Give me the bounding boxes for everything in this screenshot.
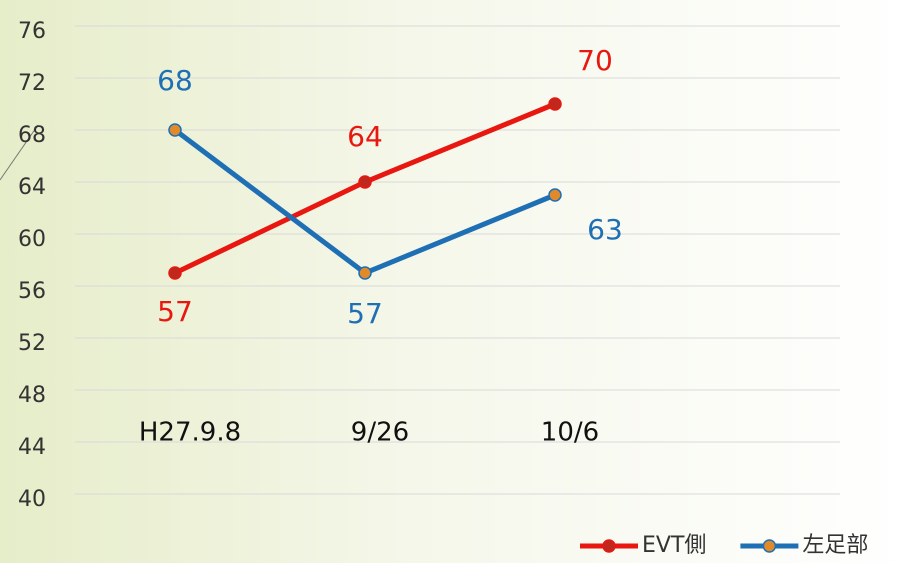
legend-marker [602, 539, 616, 553]
data-label: 70 [577, 44, 613, 77]
data-label: 57 [347, 297, 383, 330]
point [168, 266, 182, 280]
data-label: 64 [347, 120, 383, 153]
point [548, 188, 562, 202]
x-tick-label: H27.9.8 [139, 418, 241, 448]
y-tick-label: 44 [18, 435, 46, 460]
point [168, 123, 182, 137]
y-tick-label: 72 [18, 71, 46, 96]
data-label: 63 [587, 213, 623, 246]
point [358, 175, 372, 189]
point [358, 266, 372, 280]
x-tick-label: 10/6 [541, 418, 599, 448]
y-tick-label: 60 [18, 227, 46, 252]
y-tick-label: 40 [18, 487, 46, 512]
decoration [0, 124, 39, 181]
data-label: 57 [157, 295, 193, 328]
y-tick-label: 56 [18, 279, 46, 304]
y-tick-label: 76 [18, 19, 46, 44]
legend-marker [762, 539, 777, 553]
x-tick-label: 9/26 [351, 418, 409, 448]
y-tick-label: 68 [18, 123, 46, 148]
data-label: 68 [157, 64, 193, 97]
y-tick-label: 64 [18, 175, 46, 200]
legend-label: 左足部 [802, 533, 868, 558]
y-tick-label: 48 [18, 383, 46, 408]
y-tick-label: 52 [18, 331, 46, 356]
legend-label: EVT側 [642, 533, 706, 558]
point [548, 97, 562, 111]
